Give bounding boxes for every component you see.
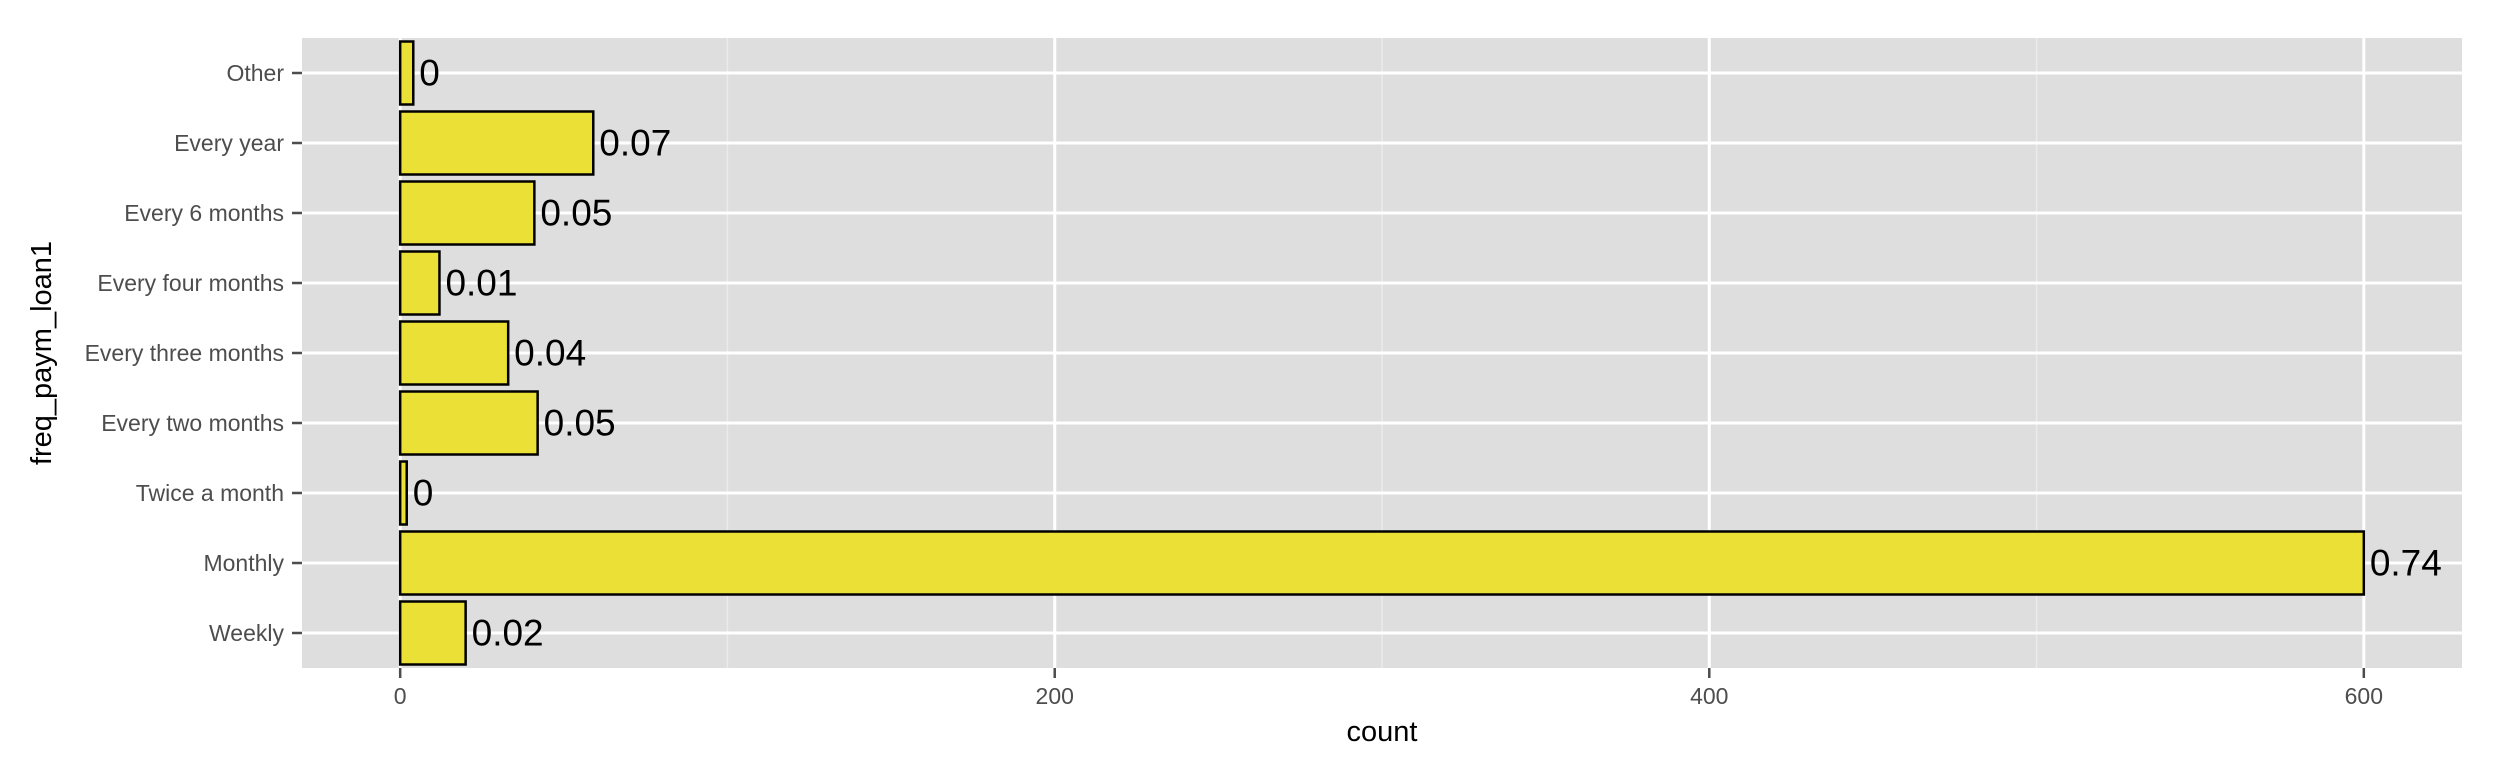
bars xyxy=(398,40,2366,666)
bar xyxy=(398,110,595,176)
bar-value-label: 0.05 xyxy=(540,193,612,234)
bar-value-label: 0.74 xyxy=(2370,543,2442,584)
bar xyxy=(398,250,441,316)
x-tick-label: 400 xyxy=(1690,683,1728,709)
bar-value-label: 0.04 xyxy=(514,333,586,374)
y-tick-label: Every four months xyxy=(97,270,284,296)
bar xyxy=(398,460,408,526)
bar xyxy=(398,320,510,386)
x-axis: 0 200 400 600 xyxy=(394,668,2383,709)
x-tick-label: 600 xyxy=(2345,683,2383,709)
x-tick-label: 0 xyxy=(394,683,407,709)
bar-value-label: 0.07 xyxy=(599,123,671,164)
bar xyxy=(398,390,539,456)
x-tick-label: 200 xyxy=(1036,683,1074,709)
bar-value-label: 0.05 xyxy=(544,403,616,444)
x-axis-title: count xyxy=(1347,716,1418,748)
bar-value-label: 0.01 xyxy=(445,263,517,304)
y-tick-label: Twice a month xyxy=(136,480,284,506)
y-tick-label: Other xyxy=(226,60,284,86)
y-tick-label: Every three months xyxy=(85,340,284,366)
y-tick-label: Every year xyxy=(174,130,284,156)
y-tick-label: Every 6 months xyxy=(124,200,284,226)
y-axis: Weekly Monthly Twice a month Every two mont… xyxy=(85,60,302,646)
y-axis-title: freq_paym_loan1 xyxy=(26,241,58,465)
bar xyxy=(398,600,467,666)
bar xyxy=(398,180,536,246)
bar-value-label: 0.02 xyxy=(472,613,544,654)
y-tick-label: Monthly xyxy=(203,550,284,576)
y-tick-label: Every two months xyxy=(101,410,284,436)
bar xyxy=(398,530,2366,596)
bar-value-label: 0 xyxy=(413,473,434,514)
bar xyxy=(398,40,415,106)
y-tick-label: Weekly xyxy=(209,620,284,646)
data-labels: 0.02 0.74 0 0.05 0.04 0.01 0.05 0.07 0 xyxy=(413,53,2442,654)
bar-value-label: 0 xyxy=(419,53,440,94)
